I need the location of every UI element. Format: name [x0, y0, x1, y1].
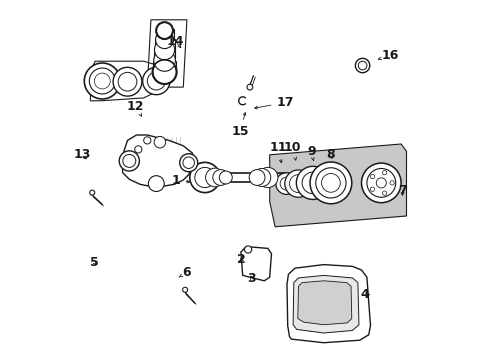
- Text: 7: 7: [398, 184, 407, 197]
- Circle shape: [361, 163, 400, 203]
- Polygon shape: [269, 144, 406, 227]
- Circle shape: [212, 170, 228, 185]
- Circle shape: [89, 190, 95, 195]
- Circle shape: [296, 166, 329, 199]
- Polygon shape: [286, 265, 370, 343]
- Circle shape: [382, 191, 386, 195]
- Text: 8: 8: [326, 148, 335, 161]
- Circle shape: [382, 170, 386, 175]
- Circle shape: [143, 137, 151, 144]
- Circle shape: [84, 63, 120, 99]
- Text: 15: 15: [231, 113, 248, 138]
- Text: 2: 2: [236, 253, 245, 266]
- Polygon shape: [122, 135, 194, 186]
- Circle shape: [246, 84, 252, 90]
- Text: 1: 1: [171, 174, 189, 186]
- Text: 11: 11: [269, 141, 286, 163]
- Text: 3: 3: [247, 273, 256, 285]
- Circle shape: [148, 176, 164, 192]
- Circle shape: [113, 67, 142, 96]
- Circle shape: [189, 162, 220, 193]
- Polygon shape: [241, 247, 271, 281]
- Text: 6: 6: [179, 266, 190, 279]
- Circle shape: [309, 162, 351, 204]
- Circle shape: [275, 173, 297, 194]
- Circle shape: [219, 171, 232, 184]
- Circle shape: [182, 287, 187, 292]
- Circle shape: [205, 168, 224, 187]
- Text: 5: 5: [89, 256, 98, 269]
- Text: 4: 4: [360, 288, 369, 301]
- Circle shape: [156, 23, 172, 39]
- Text: 17: 17: [254, 96, 293, 109]
- Text: 16: 16: [378, 49, 398, 62]
- Circle shape: [142, 67, 170, 95]
- Text: 9: 9: [306, 145, 315, 161]
- Circle shape: [389, 181, 393, 185]
- Text: 13: 13: [73, 148, 90, 161]
- Circle shape: [369, 187, 374, 192]
- Circle shape: [249, 170, 264, 185]
- Circle shape: [179, 154, 197, 172]
- Polygon shape: [292, 275, 358, 333]
- Circle shape: [134, 146, 142, 153]
- Circle shape: [369, 174, 374, 179]
- Circle shape: [355, 58, 369, 73]
- Text: 10: 10: [284, 141, 301, 160]
- Circle shape: [119, 151, 139, 171]
- Circle shape: [154, 136, 165, 148]
- Circle shape: [153, 60, 176, 84]
- Circle shape: [257, 167, 277, 188]
- Circle shape: [244, 246, 251, 253]
- Text: 14: 14: [166, 35, 184, 48]
- Polygon shape: [297, 281, 351, 325]
- Circle shape: [252, 168, 270, 186]
- Circle shape: [155, 31, 173, 49]
- Circle shape: [153, 50, 175, 71]
- Text: 12: 12: [127, 100, 144, 116]
- Circle shape: [284, 170, 311, 197]
- Circle shape: [154, 40, 174, 60]
